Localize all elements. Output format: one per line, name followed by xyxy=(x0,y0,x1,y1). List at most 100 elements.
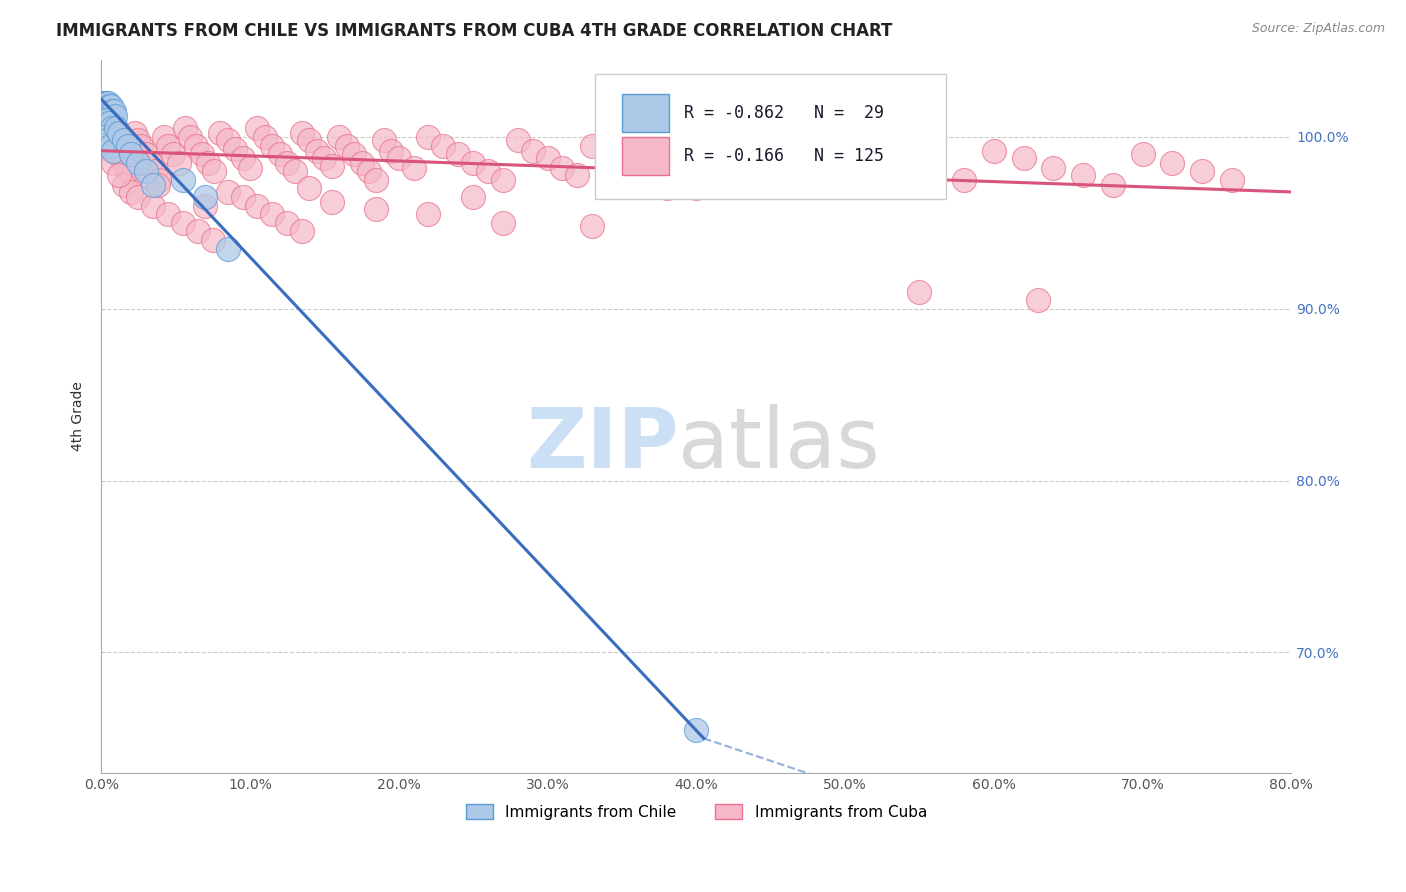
Point xyxy=(191,147,214,161)
Point xyxy=(104,127,127,141)
Point xyxy=(804,168,827,182)
Point xyxy=(157,207,180,221)
Point xyxy=(953,173,976,187)
Point xyxy=(983,144,1005,158)
Point xyxy=(162,147,184,161)
Point xyxy=(276,216,298,230)
Point xyxy=(463,190,485,204)
Point xyxy=(239,161,262,175)
Point xyxy=(924,164,946,178)
Point xyxy=(640,173,662,187)
Point xyxy=(418,130,440,145)
Point xyxy=(655,181,678,195)
Point xyxy=(98,138,121,153)
Point xyxy=(194,199,217,213)
Point xyxy=(1220,173,1243,187)
Point xyxy=(97,95,120,110)
Point xyxy=(357,164,380,178)
Point xyxy=(366,173,388,187)
Point xyxy=(321,159,343,173)
Point xyxy=(581,138,603,153)
Point xyxy=(402,161,425,175)
Point xyxy=(314,151,336,165)
Point xyxy=(104,109,127,123)
FancyBboxPatch shape xyxy=(623,136,669,175)
Point xyxy=(834,138,856,153)
Point xyxy=(232,190,254,204)
Point xyxy=(262,207,284,221)
Point xyxy=(97,116,120,130)
Point xyxy=(135,147,157,161)
Point xyxy=(142,178,165,192)
Point xyxy=(98,99,121,113)
Point xyxy=(350,155,373,169)
Point xyxy=(685,181,707,195)
Point xyxy=(105,121,128,136)
Point xyxy=(551,161,574,175)
Point xyxy=(700,161,723,175)
Point xyxy=(1161,155,1184,169)
Point xyxy=(276,155,298,169)
Point xyxy=(112,133,135,147)
Point xyxy=(596,147,619,161)
Point xyxy=(232,151,254,165)
Point xyxy=(626,164,648,178)
Point xyxy=(96,109,118,123)
Point xyxy=(112,178,135,192)
Point xyxy=(157,138,180,153)
Point xyxy=(305,144,328,158)
Point xyxy=(418,207,440,221)
Point xyxy=(172,173,194,187)
Point xyxy=(759,144,782,158)
Point xyxy=(1191,164,1213,178)
Point xyxy=(135,164,157,178)
Point xyxy=(262,138,284,153)
Point xyxy=(127,133,149,147)
Point xyxy=(108,168,131,182)
Point xyxy=(610,155,633,169)
Y-axis label: 4th Grade: 4th Grade xyxy=(72,381,86,451)
Point xyxy=(101,121,124,136)
Point xyxy=(685,151,707,165)
Text: R = -0.862   N =  29: R = -0.862 N = 29 xyxy=(685,104,884,122)
Point xyxy=(366,202,388,216)
Point xyxy=(186,138,208,153)
Point xyxy=(127,190,149,204)
Point xyxy=(202,164,225,178)
Point xyxy=(492,216,515,230)
Point xyxy=(120,147,142,161)
Point xyxy=(142,199,165,213)
Point xyxy=(179,130,201,145)
Point xyxy=(94,112,117,127)
Point xyxy=(110,151,132,165)
Point xyxy=(93,95,115,110)
Point xyxy=(714,168,737,182)
Point xyxy=(291,224,314,238)
Text: Source: ZipAtlas.com: Source: ZipAtlas.com xyxy=(1251,22,1385,36)
Text: atlas: atlas xyxy=(679,404,880,485)
Point xyxy=(104,144,127,158)
Text: ZIP: ZIP xyxy=(526,404,679,485)
Point xyxy=(789,161,811,175)
Point xyxy=(217,133,239,147)
Point xyxy=(432,138,454,153)
Point xyxy=(522,144,544,158)
Point xyxy=(269,147,291,161)
Point xyxy=(103,104,125,119)
Point xyxy=(139,155,162,169)
Point xyxy=(1042,161,1064,175)
Point xyxy=(463,155,485,169)
Point xyxy=(94,95,117,110)
Point xyxy=(775,151,797,165)
Point xyxy=(120,185,142,199)
Point xyxy=(908,285,931,299)
Point xyxy=(107,147,129,161)
Point xyxy=(97,133,120,147)
Point xyxy=(284,164,307,178)
Point xyxy=(217,185,239,199)
FancyBboxPatch shape xyxy=(623,94,669,132)
Point xyxy=(96,133,118,147)
Point xyxy=(373,133,395,147)
Point xyxy=(730,178,752,192)
Point xyxy=(447,147,470,161)
